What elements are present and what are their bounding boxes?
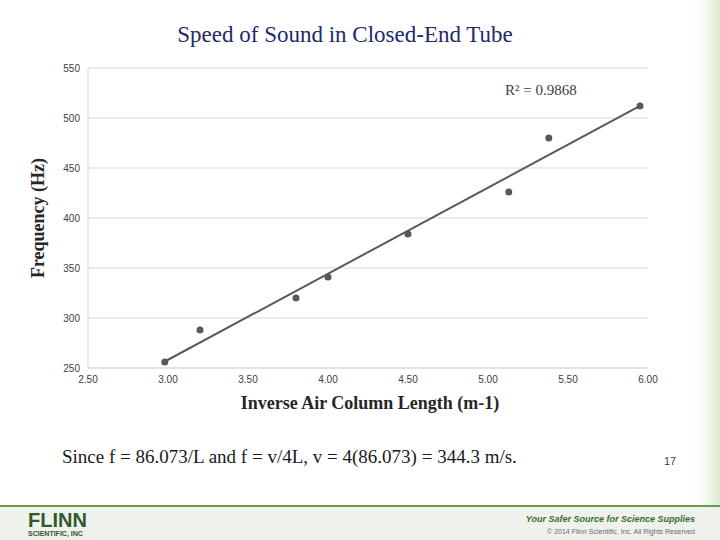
svg-text:4.50: 4.50 <box>398 374 418 385</box>
svg-text:300: 300 <box>63 313 80 324</box>
svg-text:3.50: 3.50 <box>238 374 258 385</box>
html-text:R² = 0.9868: R² = 0.9868 <box>505 82 577 98</box>
svg-text:5.00: 5.00 <box>478 374 498 385</box>
html-text:FLINN: FLINN <box>28 509 87 531</box>
html-text:© 2014 Flinn Scientific, Inc.: © 2014 Flinn Scientific, Inc. All Rights… <box>547 528 695 535</box>
svg-text:500: 500 <box>63 113 80 124</box>
html-text:Your Safer Source for Science: Your Safer Source for Science Supplies <box>525 514 695 524</box>
svg-text:450: 450 <box>63 163 80 174</box>
html-text:Since f = 86.073/L and f = v/4: Since f = 86.073/L and f = v/4L, v = 4(8… <box>62 446 517 467</box>
svg-text:400: 400 <box>63 213 80 224</box>
svg-text:5.50: 5.50 <box>558 374 578 385</box>
html-text:17: 17 <box>664 455 677 467</box>
svg-text:6.00: 6.00 <box>638 374 658 385</box>
html-text:Frequency (Hz): Frequency (Hz) <box>27 157 48 279</box>
svg-text:3.00: 3.00 <box>158 374 178 385</box>
svg-text:350: 350 <box>63 263 80 274</box>
svg-text:4.00: 4.00 <box>318 374 338 385</box>
html-text:Inverse Air Column Length (m-1: Inverse Air Column Length (m-1) <box>240 393 500 413</box>
svg-text:2.50: 2.50 <box>78 374 98 385</box>
html-text:SCIENTIFIC, INC: SCIENTIFIC, INC <box>28 530 83 537</box>
svg-text:250: 250 <box>63 363 80 374</box>
html-text:Speed of Sound in Closed-End T: Speed of Sound in Closed-End Tube <box>177 22 513 47</box>
svg-text:550: 550 <box>63 63 80 74</box>
